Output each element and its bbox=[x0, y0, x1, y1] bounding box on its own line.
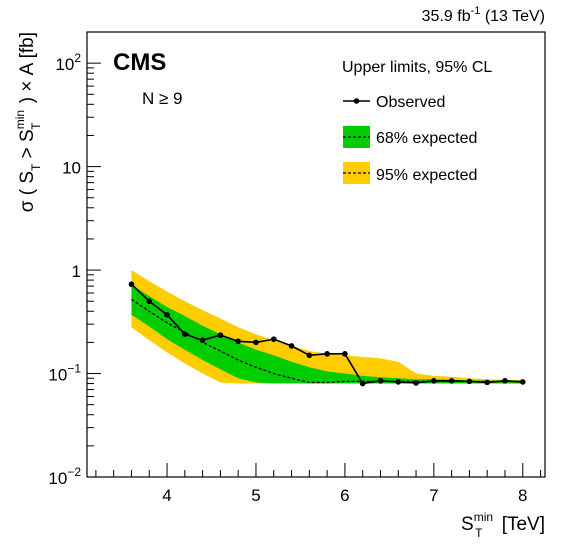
observed-point bbox=[217, 332, 224, 338]
observed-point bbox=[146, 298, 153, 305]
observed-point bbox=[359, 380, 366, 387]
y-tick-label: 10−2 bbox=[48, 465, 81, 488]
observed-point bbox=[413, 380, 419, 386]
observed-point bbox=[448, 378, 455, 384]
legend-68-label: 68% expected bbox=[376, 130, 477, 147]
legend-68-swatch bbox=[343, 126, 370, 148]
observed-point bbox=[466, 378, 473, 385]
observed-point bbox=[128, 281, 135, 288]
observed-point bbox=[270, 336, 277, 342]
observed-point bbox=[395, 379, 402, 385]
observed-point bbox=[182, 331, 188, 338]
x-axis-label: Smin T [TeV] bbox=[461, 510, 545, 540]
x-axis-label-sup: min bbox=[474, 510, 493, 524]
observed-point bbox=[164, 311, 170, 318]
legend-observed-label: Observed bbox=[376, 94, 445, 111]
x-tick-label: 6 bbox=[340, 486, 349, 505]
legend-title: Upper limits, 95% CL bbox=[342, 59, 492, 76]
observed-point bbox=[342, 351, 348, 357]
lumi-label: 35.9 fb-1 (13 TeV) bbox=[422, 5, 545, 25]
y-axis-label: σ ( ST > Smin T ) × A [fb] bbox=[13, 32, 43, 212]
y-axis-label-mid: > S bbox=[17, 129, 38, 163]
y-tick-label: 10 bbox=[62, 159, 81, 178]
observed-point bbox=[288, 343, 295, 349]
observed-point bbox=[431, 378, 437, 384]
y-axis-label-sub2: T bbox=[29, 122, 43, 130]
y-tick-exponent: −1 bbox=[67, 362, 81, 376]
y-axis-label-sub: T bbox=[29, 163, 43, 171]
observed-point bbox=[199, 337, 206, 344]
y-axis-label-sup: min bbox=[13, 110, 27, 129]
observed-point bbox=[502, 378, 508, 384]
plot-frame bbox=[86, 31, 546, 478]
y-tick-label: 10−1 bbox=[48, 362, 81, 385]
legend-95-label: 95% expected bbox=[376, 167, 477, 184]
x-axis-label-sub: T bbox=[475, 526, 483, 540]
selection-label: N ≥ 9 bbox=[142, 89, 183, 108]
energy-label: (13 TeV) bbox=[480, 8, 545, 25]
observed-point bbox=[484, 379, 490, 386]
y-tick-exponent: 2 bbox=[74, 51, 81, 65]
observed-point bbox=[377, 378, 384, 384]
cms-label: CMS bbox=[113, 49, 166, 76]
x-tick-label: 5 bbox=[251, 486, 260, 505]
x-axis-label-unit: [TeV] bbox=[496, 514, 545, 535]
y-tick-base: 10 bbox=[48, 469, 67, 488]
x-tick-label: 7 bbox=[429, 486, 438, 505]
observed-point bbox=[253, 339, 259, 346]
x-tick-label: 4 bbox=[162, 486, 171, 505]
observed-point bbox=[306, 352, 313, 359]
x-tick-label: 8 bbox=[518, 486, 527, 505]
y-tick-base: 10 bbox=[55, 55, 74, 74]
y-tick-exponent: −2 bbox=[67, 465, 81, 479]
plot-area bbox=[128, 270, 526, 387]
y-tick-base: 10 bbox=[48, 366, 67, 385]
observed-point bbox=[519, 379, 526, 385]
lumi-exponent: -1 bbox=[471, 5, 481, 17]
y-axis-label-suffix: ) × A [fb] bbox=[17, 32, 38, 109]
observed-point bbox=[235, 338, 241, 345]
y-tick-label: 102 bbox=[55, 51, 81, 74]
legend-observed-marker bbox=[353, 98, 360, 104]
legend-95-swatch bbox=[343, 162, 370, 184]
band-68-expected bbox=[131, 284, 523, 384]
y-tick-label: 1 bbox=[72, 262, 81, 281]
observed-point bbox=[324, 351, 330, 357]
legend: Upper limits, 95% CL Observed 68% expect… bbox=[342, 59, 492, 184]
